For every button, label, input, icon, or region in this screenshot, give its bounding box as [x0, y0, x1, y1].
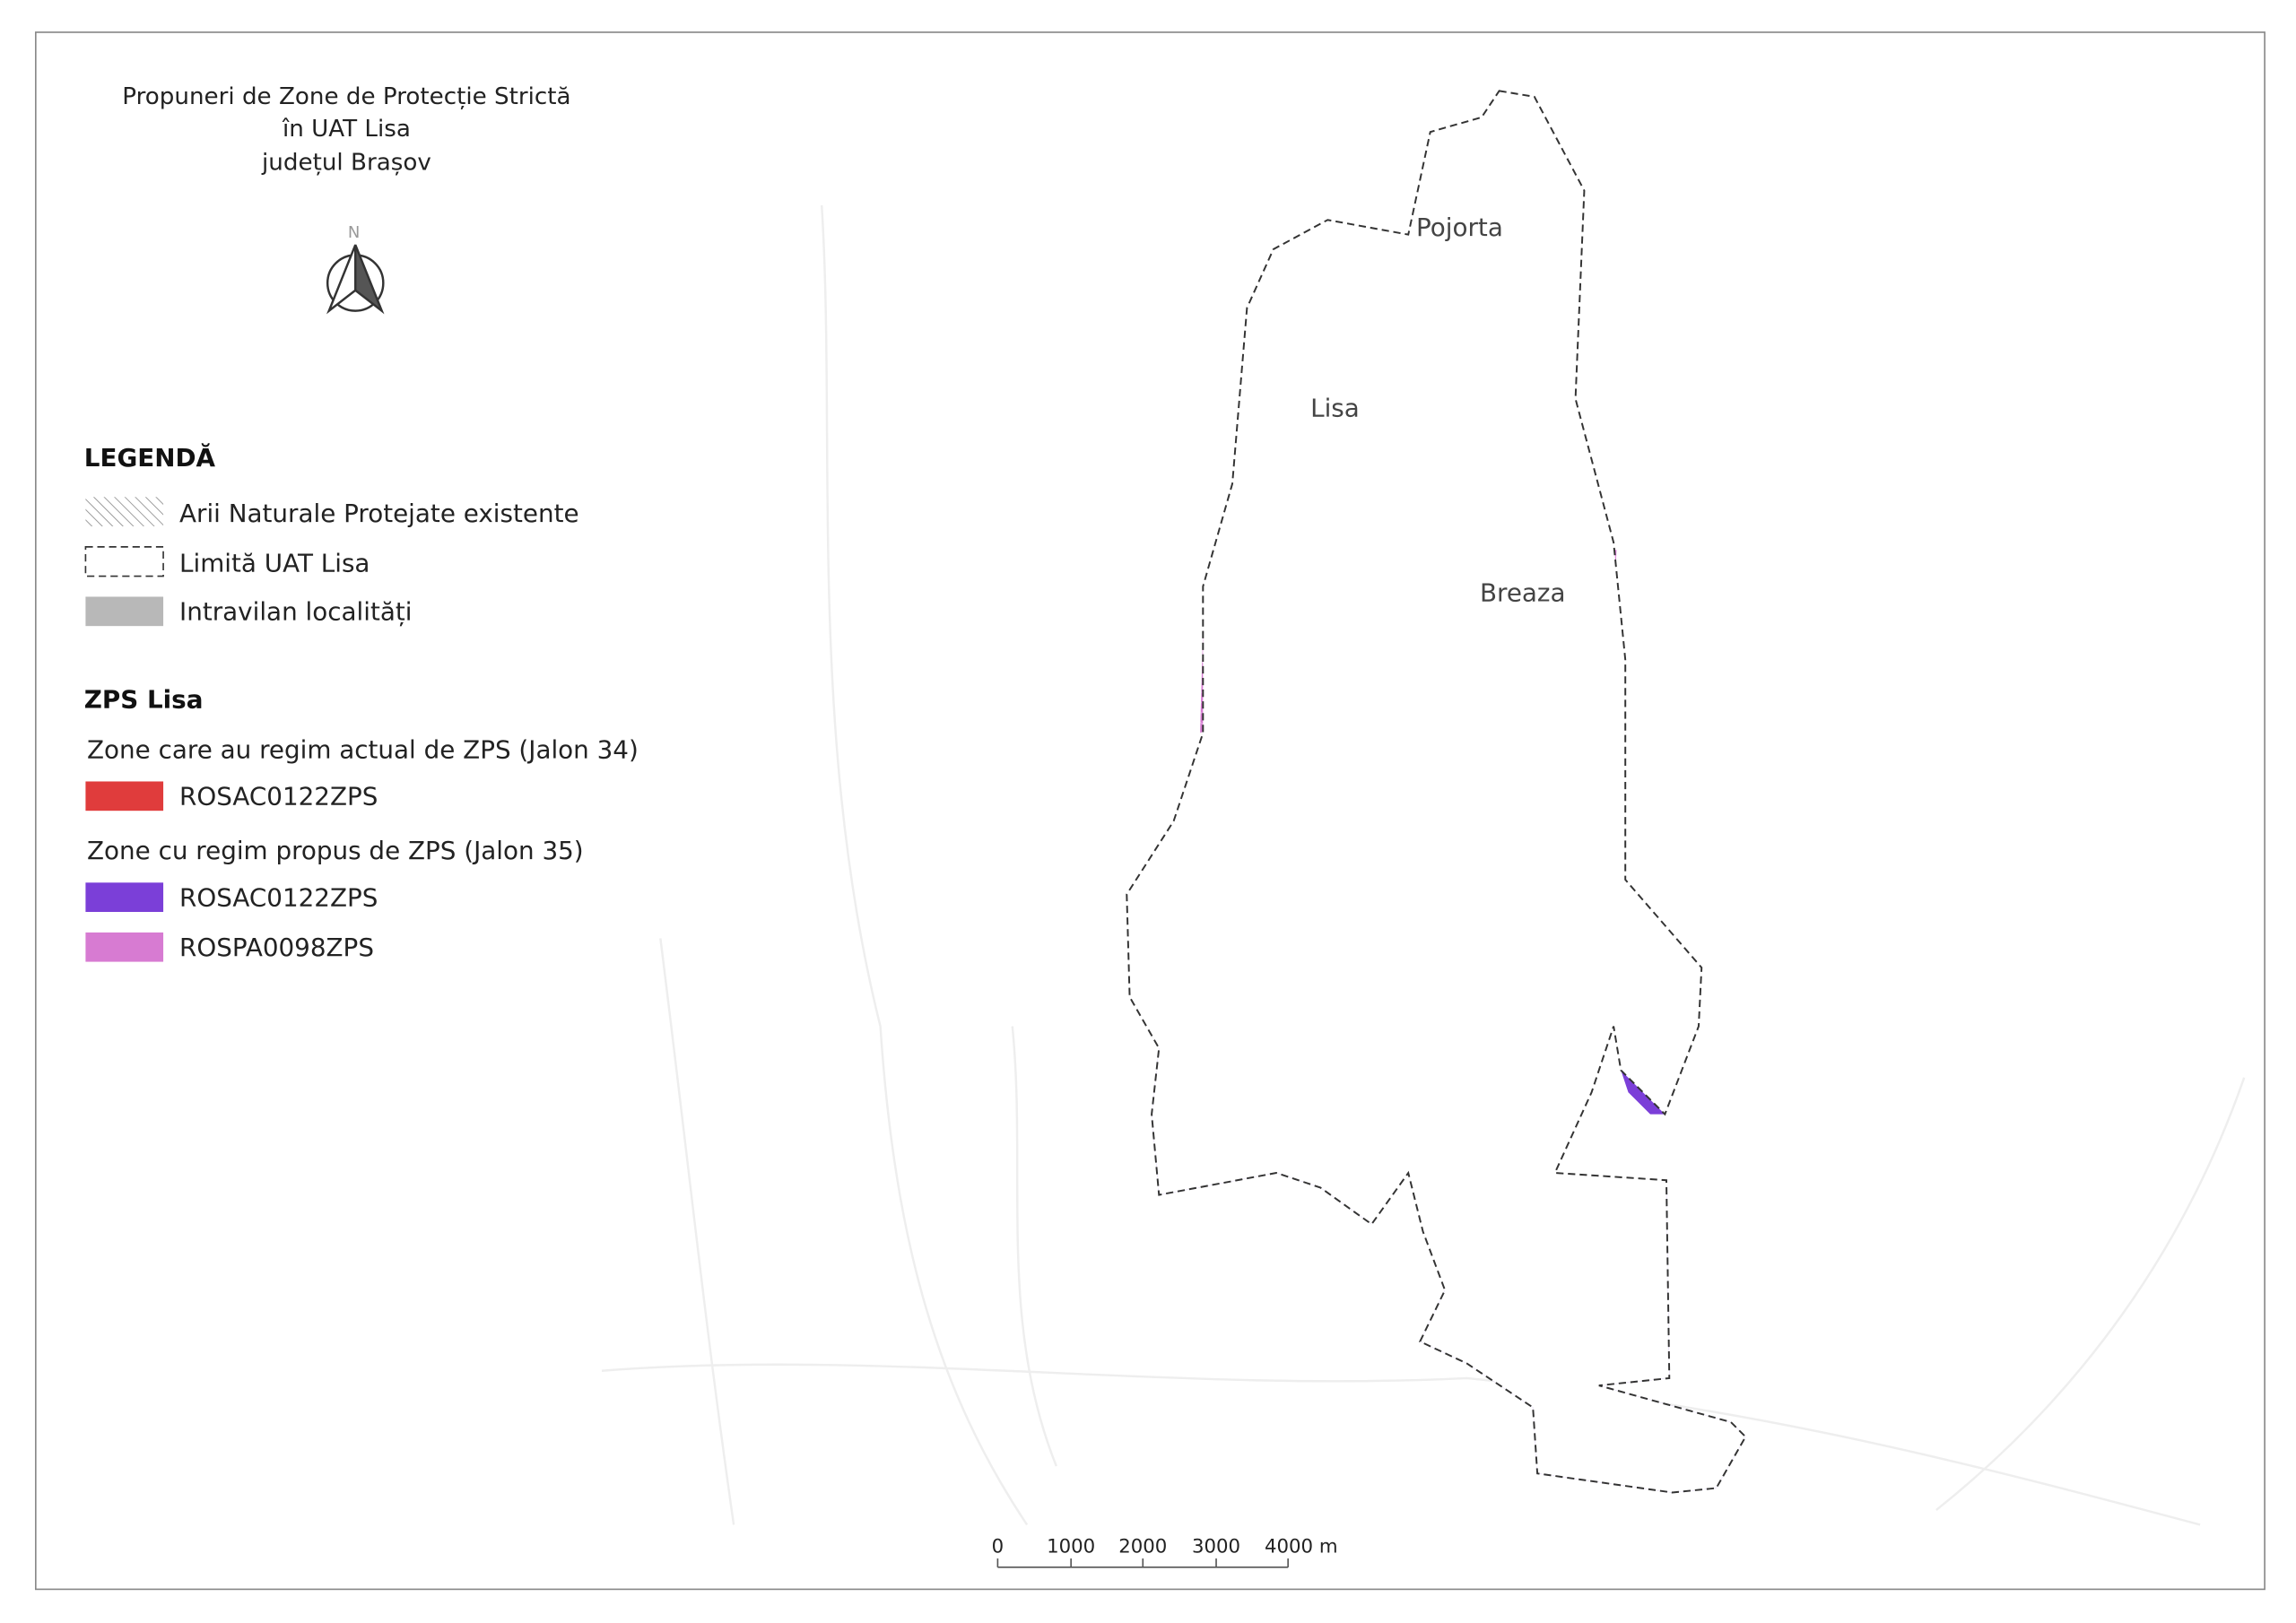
legend-label: ROSAC0122ZPS: [179, 882, 378, 912]
zps-heading: Zone cu regim propus de ZPS (Jalon 35): [87, 836, 584, 865]
place-label: Pojorta: [1416, 213, 1503, 242]
legend-swatch: [85, 596, 164, 627]
scale-label: 1000: [1047, 1536, 1095, 1558]
legend-label: Arii Naturale Protejate existente: [179, 499, 579, 528]
zps-heading: Zone care au regim actual de ZPS (Jalon …: [87, 734, 639, 764]
title-line: în UAT Lisa: [282, 116, 411, 143]
north-label: N: [348, 223, 360, 242]
legend-label: Limită UAT Lisa: [179, 549, 370, 578]
north-arrow: N: [326, 223, 385, 315]
zps-title: ZPS Lisa: [84, 685, 204, 715]
place-label: Lisa: [1310, 393, 1360, 422]
legend-label: ROSAC0122ZPS: [179, 782, 378, 812]
legend-swatch: [85, 781, 164, 812]
legend-swatch: [85, 497, 164, 526]
place-label: Breaza: [1480, 577, 1566, 607]
legend-title: LEGENDĂ: [84, 442, 216, 473]
scale-bar: 0 1000 2000 3000 4000 m: [992, 1536, 1338, 1568]
scale-label: 2000: [1118, 1536, 1167, 1558]
scale-label: 0: [992, 1536, 1004, 1558]
scale-label: 4000 m: [1265, 1536, 1338, 1558]
legend-label: Intravilan localități: [179, 597, 412, 627]
legend-swatch: [85, 882, 164, 913]
map-frame: [34, 31, 2266, 1591]
legend-swatch: [84, 546, 164, 577]
scale-label: 3000: [1192, 1536, 1240, 1558]
legend-swatch: [85, 932, 164, 962]
title-line: județul Brașov: [261, 150, 431, 177]
legend-label: ROSPA0098ZPS: [179, 933, 374, 962]
title-line: Propuneri de Zone de Protecție Strictă: [122, 83, 570, 110]
background-lines: [601, 204, 2246, 1526]
